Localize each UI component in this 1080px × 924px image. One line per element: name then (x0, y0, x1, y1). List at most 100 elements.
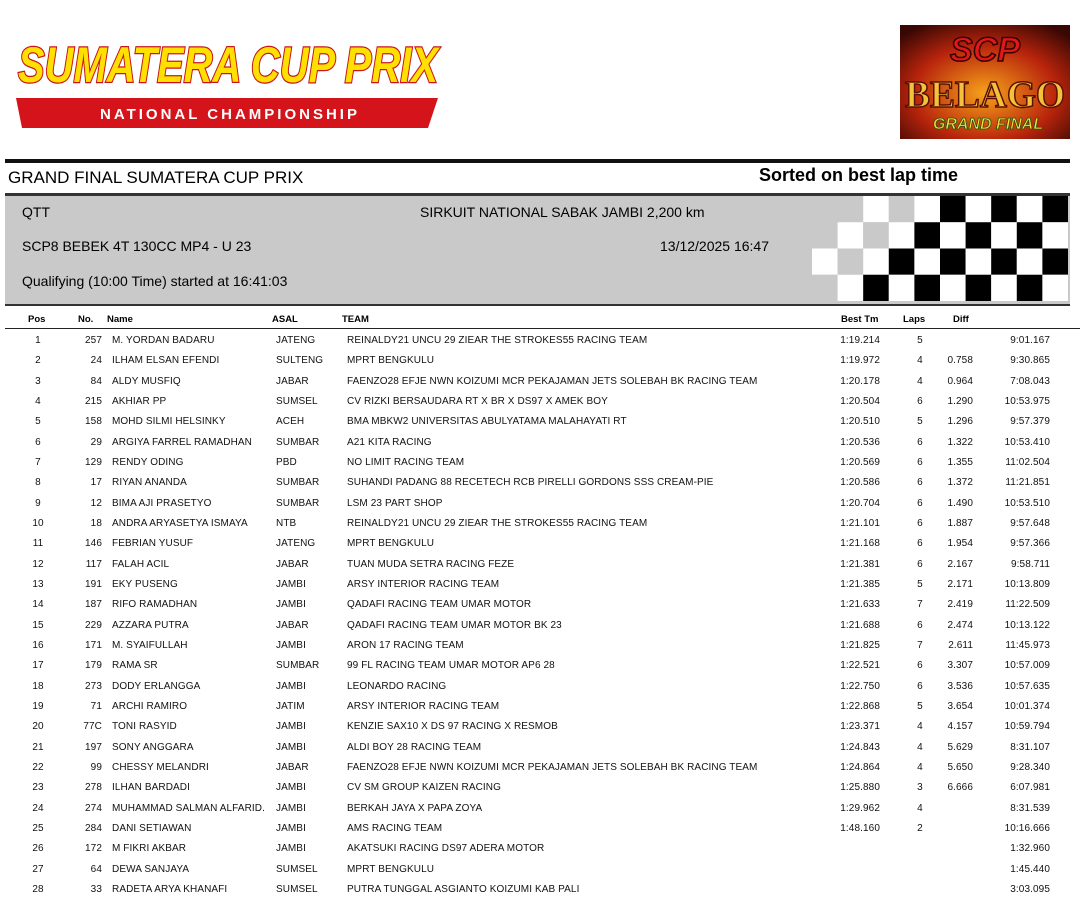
flag-square (888, 196, 915, 223)
number: 146 (85, 538, 102, 550)
diff: 3.654 (947, 700, 973, 712)
total-time: 10:01.374 (1004, 700, 1050, 712)
origin: SUMSEL (276, 883, 318, 895)
flag-square (991, 196, 1017, 223)
flag-square (888, 274, 915, 301)
laps: 6 (917, 680, 923, 692)
origin: NTB (276, 517, 297, 529)
total-time: 11:45.973 (1005, 639, 1050, 651)
origin: JAMBI (276, 843, 306, 855)
laps: 5 (917, 335, 923, 346)
pos: 13 (32, 578, 44, 590)
origin: JATIM (276, 700, 305, 712)
best-time: 1:22.868 (840, 700, 880, 712)
pos: 15 (32, 619, 44, 631)
best-time: 1:20.504 (840, 395, 880, 407)
total-time: 3:03.095 (1010, 883, 1050, 895)
laps: 4 (917, 741, 923, 753)
laps: 6 (917, 538, 923, 550)
best-time: 1:20.569 (840, 456, 880, 468)
flag-square (1016, 196, 1043, 223)
flag-square (965, 248, 992, 275)
origin: JABAR (276, 761, 309, 773)
total-time: 10:13.122 (1004, 619, 1050, 631)
flag-square (837, 274, 864, 301)
number: 273 (85, 680, 102, 692)
flag-square (991, 222, 1017, 249)
best-time: 1:23.371 (840, 721, 880, 733)
name: RADETA ARYA KHANAFI (112, 883, 228, 895)
laps: 4 (917, 802, 923, 814)
pos: 9 (35, 497, 41, 509)
total-time: 9:57.648 (1010, 517, 1050, 529)
flag-square (1042, 196, 1068, 223)
team: NO LIMIT RACING TEAM (347, 456, 465, 468)
flag-square (812, 248, 838, 275)
rule (5, 159, 1070, 163)
number: 158 (85, 416, 102, 428)
name: FEBRIAN YUSUF (112, 538, 194, 550)
total-time: 10:53.975 (1004, 395, 1050, 407)
team: ARON 17 RACING TEAM (347, 639, 464, 651)
best-time: 1:24.864 (840, 761, 880, 773)
number: 179 (85, 660, 102, 672)
diff: 5.650 (947, 761, 973, 773)
diff: 6.666 (947, 782, 973, 794)
total-time: 10:57.635 (1004, 680, 1050, 692)
number: 129 (85, 456, 102, 468)
diff: 2.171 (947, 578, 973, 590)
best-time: 1:22.521 (840, 660, 880, 672)
flag-square (888, 222, 915, 249)
total-time: 10:53.410 (1004, 436, 1050, 448)
pos: 25 (32, 822, 44, 834)
origin: SUMSEL (276, 395, 318, 407)
team: FAENZO28 EFJE NWN KOIZUMI MCR PEKAJAMAN … (347, 761, 758, 773)
total-time: 9:28.340 (1010, 761, 1050, 773)
pos: 10 (32, 517, 44, 529)
number: 171 (85, 639, 102, 651)
name: MOHD SILMI HELSINKY (112, 416, 226, 428)
laps: 6 (917, 395, 923, 407)
number: 117 (85, 558, 102, 570)
diff: 2.611 (948, 639, 973, 651)
diff: 2.419 (947, 599, 973, 611)
team: LSM 23 PART SHOP (347, 497, 443, 509)
origin: SUMBAR (276, 477, 320, 489)
diff: 1.290 (947, 395, 973, 407)
total-time: 9:01.167 (1010, 335, 1050, 346)
total-time: 9:57.379 (1010, 416, 1050, 428)
number: 24 (90, 355, 102, 367)
best-time: 1:20.586 (840, 477, 880, 489)
flag-square (888, 248, 915, 275)
team: FAENZO28 EFJE NWN KOIZUMI MCR PEKAJAMAN … (347, 375, 758, 387)
best-time: 1:21.385 (840, 578, 880, 590)
total-time: 10:53.510 (1004, 497, 1050, 509)
laps: 7 (917, 599, 923, 611)
team: BERKAH JAYA X PAPA ZOYA (347, 802, 483, 814)
best-time: 1:22.750 (840, 680, 880, 692)
pos: 11 (32, 538, 44, 550)
total-time: 9:30.865 (1010, 355, 1050, 367)
laps: 4 (917, 375, 923, 387)
name: ILHAN BARDADI (112, 782, 190, 794)
diff: 1.490 (947, 497, 973, 509)
total-time: 10:13.809 (1004, 578, 1050, 590)
pos: 14 (32, 599, 44, 611)
team: AMS RACING TEAM (347, 822, 443, 834)
team: SUHANDI PADANG 88 RECETECH RCB PIRELLI G… (347, 477, 714, 489)
circuit: SIRKUIT NATIONAL SABAK JAMBI 2,200 km (420, 204, 705, 220)
origin: JATENG (276, 335, 316, 346)
best-time: 1:19.972 (840, 355, 880, 367)
column-header-team: TEAM (342, 314, 369, 325)
origin: JAMBI (276, 822, 306, 834)
origin: SUMBAR (276, 436, 320, 448)
name: CHESSY MELANDRI (112, 761, 209, 773)
final-logo: SCP BELAGO GRAND FINAL (900, 25, 1070, 139)
total-time: 8:31.539 (1010, 802, 1050, 814)
logo-subtitle: NATIONAL CHAMPIONSHIP (100, 106, 360, 123)
team: A21 KITA RACING (347, 436, 432, 448)
number: 33 (90, 883, 102, 895)
pos: 26 (32, 843, 44, 855)
origin: JAMBI (276, 639, 306, 651)
total-time: 10:59.794 (1004, 721, 1050, 733)
